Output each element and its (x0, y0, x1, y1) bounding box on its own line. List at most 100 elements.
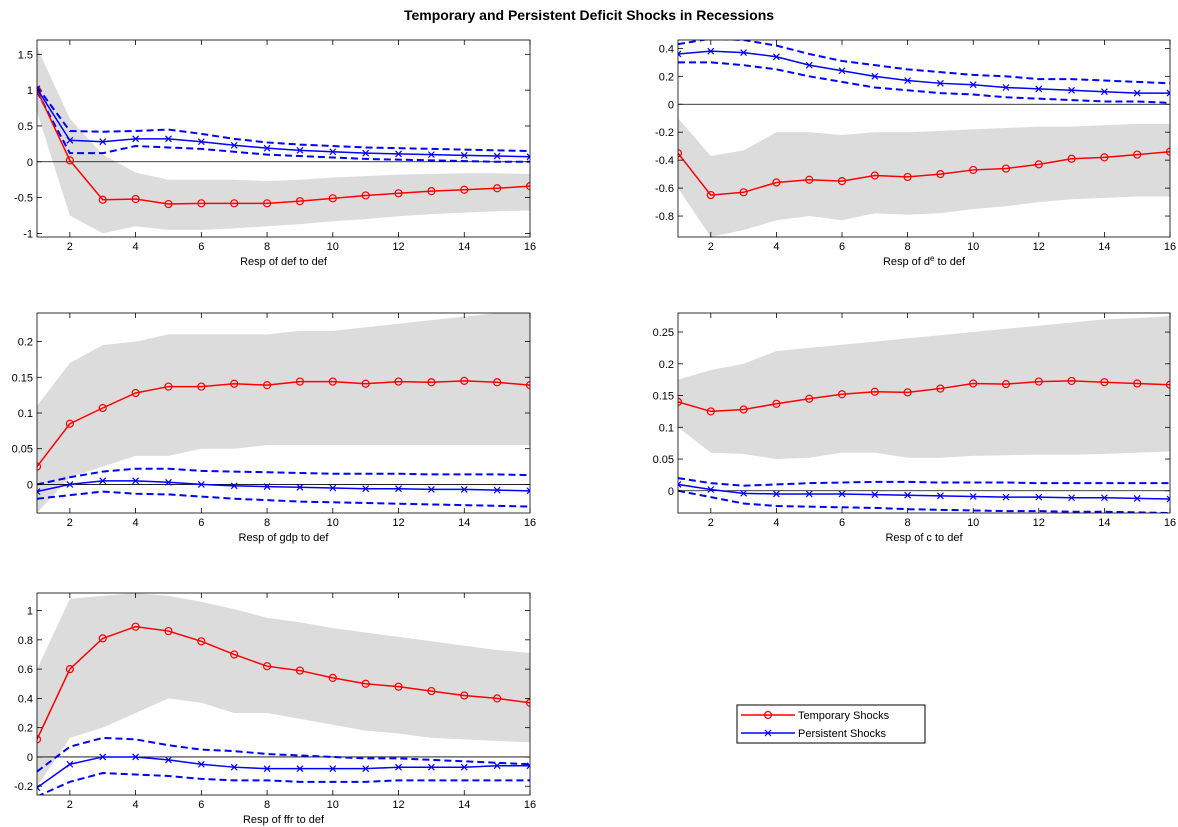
marker (427, 763, 435, 771)
y-tick-label: 0.5 (18, 121, 33, 133)
marker (526, 487, 530, 495)
confidence-band (678, 118, 1170, 237)
marker (66, 760, 74, 768)
marker (838, 490, 846, 498)
marker (1068, 86, 1076, 94)
x-tick-label: 6 (198, 799, 204, 811)
band-line (678, 489, 1170, 513)
marker (98, 403, 107, 413)
marker (362, 149, 370, 157)
marker (871, 491, 879, 499)
x-tick-label: 4 (773, 241, 779, 253)
marker (295, 197, 305, 206)
x-tick-label: 6 (198, 241, 204, 253)
marker (460, 486, 468, 493)
marker (263, 144, 271, 152)
legend-marker (763, 710, 773, 720)
marker (805, 175, 814, 184)
marker (460, 691, 469, 700)
marker (131, 622, 140, 631)
band-line (678, 40, 1170, 85)
marker (739, 188, 748, 197)
marker (427, 151, 435, 159)
x-tick-label: 8 (264, 517, 270, 529)
marker (329, 484, 337, 492)
marker (132, 753, 140, 761)
marker (99, 753, 107, 761)
marker (969, 165, 978, 175)
confidence-band (37, 47, 530, 234)
marker (295, 377, 305, 386)
marker (197, 138, 205, 146)
x-tick-label: 6 (198, 517, 204, 529)
marker (870, 387, 879, 396)
confidence-band (37, 593, 530, 787)
x-tick-label: 2 (67, 241, 73, 253)
x-axis-label: Resp of def to def (240, 256, 328, 268)
marker (969, 81, 977, 89)
marker (1165, 380, 1170, 389)
y-tick-label: 0.05 (653, 454, 674, 466)
y-tick-label: 0.15 (653, 391, 674, 403)
marker (394, 377, 403, 386)
marker (1001, 380, 1011, 389)
marker (903, 172, 912, 182)
marker (837, 177, 847, 186)
marker (1067, 376, 1076, 386)
y-tick-label: -0.6 (655, 183, 674, 195)
marker (427, 187, 436, 196)
marker (37, 85, 41, 93)
y-tick-label: 0.2 (18, 723, 33, 735)
marker (66, 481, 74, 488)
marker (394, 682, 403, 691)
marker (838, 67, 846, 75)
axes-frame (677, 39, 1171, 238)
series-line (37, 480, 530, 493)
x-axis-label-part: to def (934, 256, 966, 268)
series-line (37, 88, 530, 158)
marker (361, 191, 370, 200)
marker (65, 419, 74, 428)
marker (525, 182, 530, 191)
marker (197, 382, 206, 391)
marker (230, 482, 238, 490)
marker (296, 483, 304, 491)
band-line (37, 490, 530, 508)
x-tick-label: 14 (1098, 241, 1110, 253)
y-tick-label: 0 (27, 752, 33, 764)
marker (296, 146, 304, 154)
y-tick-label: 0.4 (659, 43, 674, 55)
marker (164, 626, 173, 636)
x-axis-label: Resp of de to def (883, 254, 966, 269)
marker (870, 171, 879, 180)
marker (230, 763, 238, 771)
y-tick-label: 0.2 (659, 359, 674, 371)
marker (1165, 147, 1170, 156)
marker (1034, 160, 1043, 169)
marker (37, 488, 41, 495)
marker (98, 634, 107, 643)
marker (772, 399, 781, 408)
marker (328, 377, 337, 386)
marker (296, 765, 304, 773)
marker (65, 665, 74, 674)
marker (707, 47, 715, 55)
x-axis-label: Resp of c to def (885, 532, 963, 544)
x-axis-label-part: Resp of d (883, 256, 930, 268)
marker (165, 756, 172, 764)
subplot: 2 4 6 8 10 12 14 16 0 0.05 0.1 0.15 0.2 0.25 Resp of c… (653, 312, 1176, 544)
y-tick-label: 0.2 (18, 337, 33, 349)
marker (230, 199, 239, 208)
marker (395, 763, 402, 771)
marker (1002, 493, 1010, 501)
x-tick-label: 10 (327, 517, 339, 529)
marker (805, 61, 813, 69)
y-tick-label: 0.2 (659, 71, 674, 83)
marker (460, 376, 469, 385)
marker (263, 765, 271, 773)
marker (165, 135, 172, 143)
marker (1100, 378, 1109, 387)
marker (1166, 89, 1170, 97)
y-tick-label: 1 (27, 606, 33, 618)
x-tick-label: 12 (392, 241, 404, 253)
